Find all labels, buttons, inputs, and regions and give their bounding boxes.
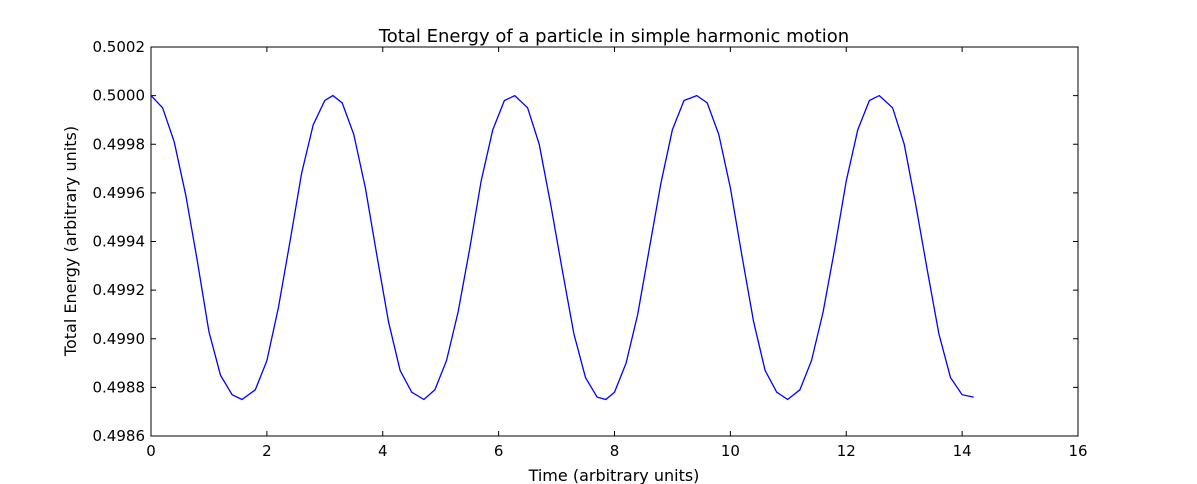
x-tick-label: 2 (262, 442, 272, 460)
axis-ticks (150, 46, 1079, 437)
x-tick-label: 12 (837, 442, 856, 460)
x-tick-label: 10 (721, 442, 740, 460)
x-tick-label: 8 (610, 442, 620, 460)
x-tick-label: 4 (378, 442, 388, 460)
y-tick-label: 0.4988 (93, 378, 146, 396)
x-tick-label: 16 (1068, 442, 1087, 460)
x-axis-label: Time (arbitrary units) (528, 466, 700, 484)
plot-area (150, 46, 1079, 437)
y-tick-label: 0.4986 (93, 427, 146, 445)
x-tick-label: 0 (146, 442, 156, 460)
y-tick-label: 0.5002 (93, 38, 146, 56)
y-tick-label: 0.4996 (93, 184, 146, 202)
y-tick-label: 0.4992 (93, 281, 146, 299)
x-tick-labels: 0 2 4 6 8 10 12 14 16 (146, 442, 1087, 460)
y-tick-labels: 0.4986 0.4988 0.4990 0.4992 0.4994 0.4996 0.49… (93, 38, 146, 445)
y-tick-label: 0.4994 (93, 233, 146, 251)
x-tick-label: 6 (494, 442, 504, 460)
y-tick-label: 0.4990 (93, 330, 146, 348)
x-tick-label: 14 (953, 442, 972, 460)
y-tick-label: 0.4998 (93, 135, 146, 153)
y-axis-label: Total Energy (arbitrary units) (61, 126, 80, 357)
energy-series-line (150, 94, 974, 401)
y-tick-label: 0.5000 (93, 87, 146, 105)
chart-title: Total Energy of a particle in simple har… (378, 26, 849, 47)
